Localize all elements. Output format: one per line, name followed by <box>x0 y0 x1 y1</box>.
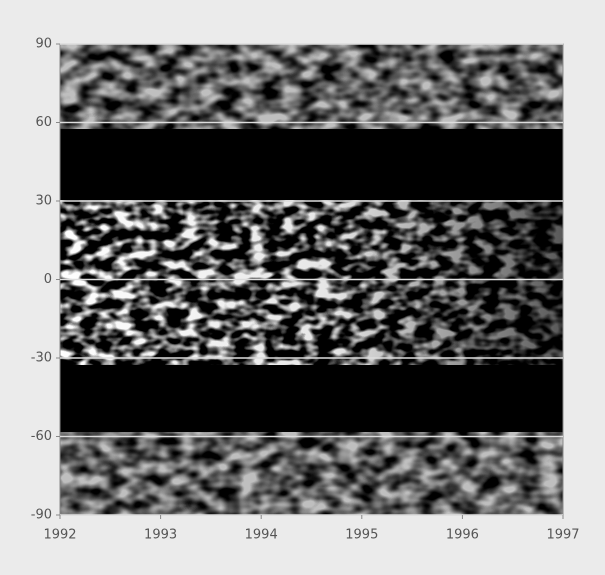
x-tick-label: 1996 <box>446 528 479 543</box>
y-tick-label: 0 <box>44 272 52 287</box>
x-tick-label: 1995 <box>345 528 378 543</box>
y-tick-label: -60 <box>31 429 52 444</box>
x-tick-label: 1992 <box>43 528 76 543</box>
polar-band-south <box>60 432 563 515</box>
y-tick-label: -90 <box>31 508 52 523</box>
polar-band-north <box>60 44 563 129</box>
x-tick-label: 1993 <box>144 528 177 543</box>
y-tick-label: -30 <box>31 351 52 366</box>
axes: -90 -60 -30 0 30 60 90 1992 1993 1994 1995 1996 1997 <box>31 37 580 543</box>
x-tick-label: 1994 <box>245 528 278 543</box>
equatorial-band <box>60 200 563 365</box>
x-tick-label: 1997 <box>546 528 579 543</box>
y-tick-label: 30 <box>35 194 52 209</box>
y-tick-label: 90 <box>35 37 52 52</box>
y-tick-label: 60 <box>35 115 52 130</box>
